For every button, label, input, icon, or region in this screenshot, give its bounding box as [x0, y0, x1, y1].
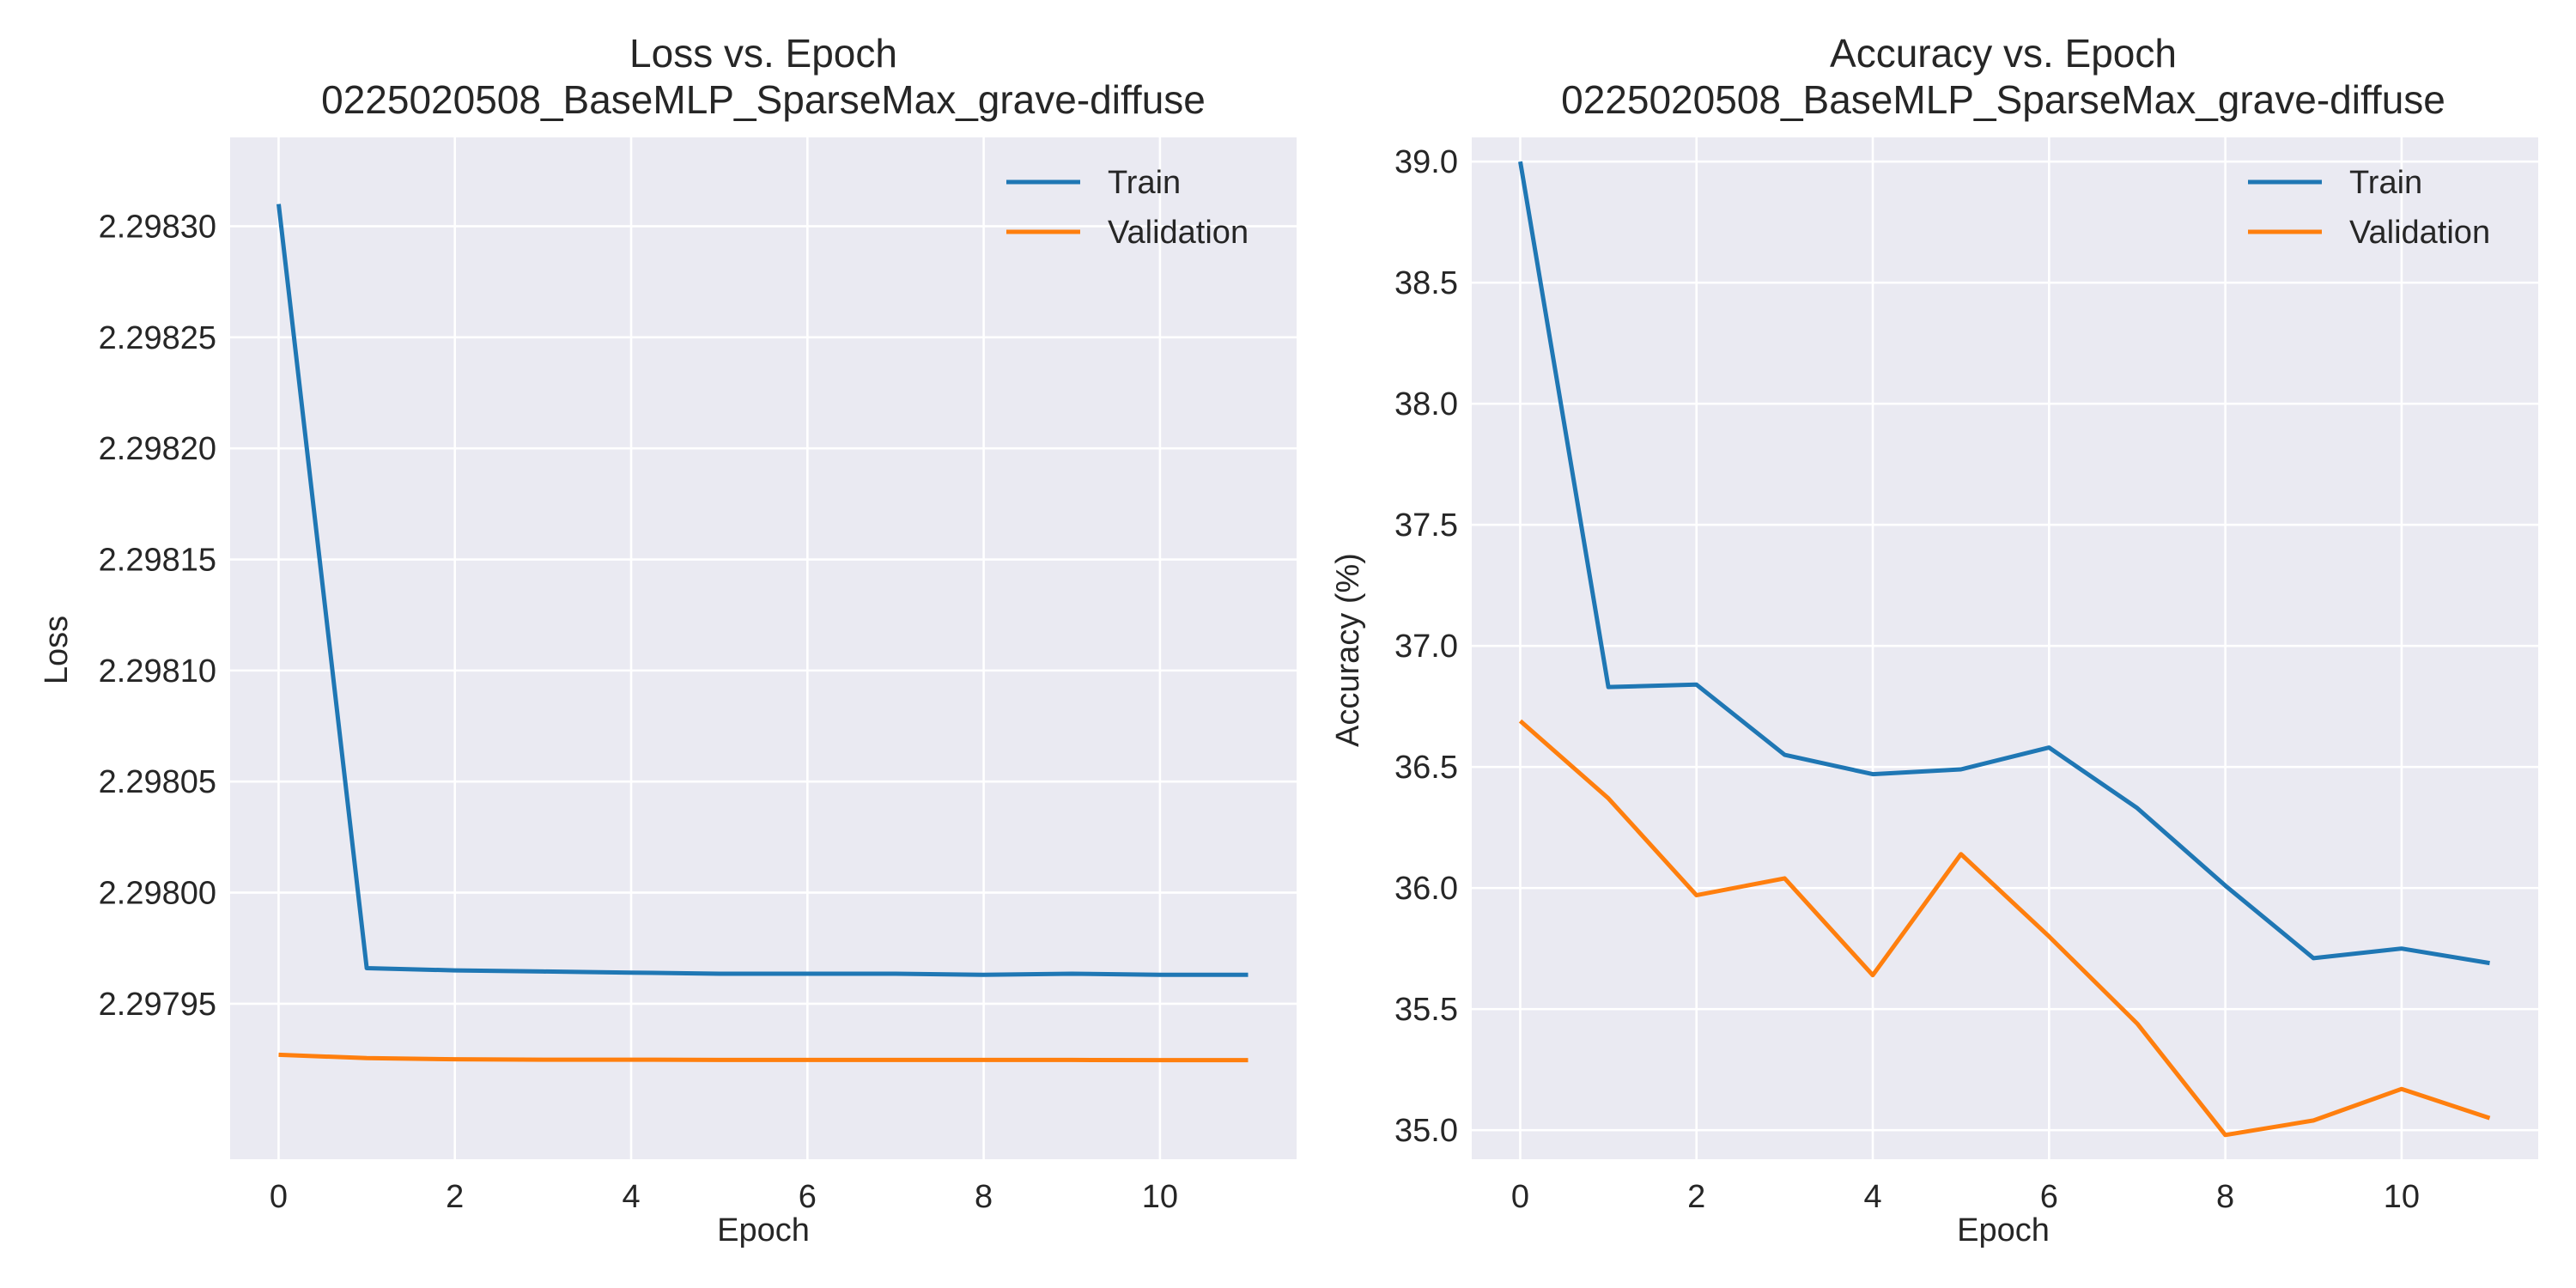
loss-y-tick-label: 2.29815: [99, 543, 216, 579]
loss-train-line: [276, 204, 1249, 977]
loss-chart-subtitle: 0225020508_BaseMLP_SparseMax_grave-diffu…: [321, 77, 1206, 122]
loss-y-tick-label: 2.29810: [99, 653, 216, 690]
loss-x-axis-label: Epoch: [717, 1212, 810, 1249]
accuracy-y-axis-label: Accuracy (%): [1330, 553, 1366, 747]
loss-x-tick-label: 4: [622, 1179, 640, 1215]
accuracy-x-tick-label: 6: [2040, 1179, 2058, 1215]
loss-y-tick-label: 2.29820: [99, 431, 216, 467]
accuracy-x-tick-label: 0: [1511, 1179, 1529, 1215]
loss-legend-train-label: Train: [1108, 165, 1181, 201]
accuracy-x-axis-label: Epoch: [1957, 1212, 2050, 1249]
loss-y-tick-label: 2.29830: [99, 209, 216, 245]
loss-chart-title: Loss vs. Epoch: [629, 31, 897, 76]
accuracy-y-tick-label: 38.0: [1394, 386, 1458, 422]
loss-y-axis-label: Loss: [39, 616, 75, 684]
loss-chart: Loss vs. Epoch 0225020508_BaseMLP_Sparse…: [39, 31, 1297, 1249]
accuracy-y-tick-label: 36.5: [1394, 750, 1458, 786]
accuracy-y-tick-label: 36.0: [1394, 871, 1458, 907]
loss-x-tick-label: 2: [446, 1179, 464, 1215]
accuracy-legend-train-label: Train: [2349, 165, 2422, 201]
accuracy-x-tick-label: 2: [1687, 1179, 1705, 1215]
loss-y-tick-label: 2.29800: [99, 876, 216, 912]
loss-legend-validation-label: Validation: [1108, 215, 1249, 251]
accuracy-x-tick-label: 10: [2384, 1179, 2420, 1215]
loss-y-tick-label: 2.29795: [99, 987, 216, 1023]
loss-x-tick-label: 10: [1142, 1179, 1178, 1215]
accuracy-y-tick-label: 35.0: [1394, 1113, 1458, 1149]
loss-x-tick-label: 0: [270, 1179, 288, 1215]
accuracy-y-tick-label: 35.5: [1394, 992, 1458, 1028]
loss-x-tick-label: 8: [975, 1179, 993, 1215]
accuracy-chart-title: Accuracy vs. Epoch: [1830, 31, 2177, 76]
accuracy-chart: Accuracy vs. Epoch 0225020508_BaseMLP_Sp…: [1330, 31, 2538, 1249]
accuracy-x-tick-label: 8: [2216, 1179, 2234, 1215]
accuracy-validation-line: [1518, 719, 2491, 1138]
accuracy-y-tick-label: 38.5: [1394, 265, 1458, 301]
loss-x-tick-label: 6: [799, 1179, 817, 1215]
accuracy-plot-background: [1472, 137, 2538, 1159]
accuracy-train-line: [1518, 161, 2490, 966]
accuracy-y-tick-label: 37.5: [1394, 507, 1458, 544]
accuracy-legend-validation-label: Validation: [2349, 215, 2490, 251]
accuracy-y-tick-label: 37.0: [1394, 629, 1458, 665]
loss-plot-area: 0 2 4 6 8 10 2.29795 2.29800 2.29805 2.29810 2.298…: [99, 137, 1297, 1215]
accuracy-y-tick-label: 39.0: [1394, 144, 1458, 180]
accuracy-chart-subtitle: 0225020508_BaseMLP_SparseMax_grave-diffu…: [1561, 77, 2445, 122]
loss-y-tick-label: 2.29805: [99, 764, 216, 800]
accuracy-x-tick-label: 4: [1863, 1179, 1881, 1215]
loss-plot-background: [230, 137, 1297, 1159]
accuracy-plot-area: 0 2 4 6 8 10 35.0 35.5 36.0 36.5 37.0 37.5 38.0 38.5 3…: [1394, 137, 2538, 1215]
loss-y-tick-label: 2.29825: [99, 320, 216, 356]
loss-validation-line: [278, 1052, 1249, 1063]
